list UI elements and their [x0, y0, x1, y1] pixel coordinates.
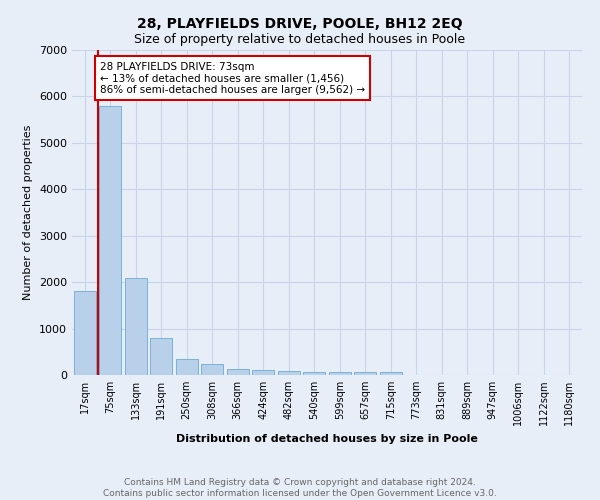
Bar [202, 364, 223, 375]
Bar [355, 372, 376, 375]
Bar [125, 278, 146, 375]
Bar [278, 372, 299, 375]
Bar [100, 106, 121, 375]
Bar [74, 292, 95, 375]
Text: Contains HM Land Registry data © Crown copyright and database right 2024.
Contai: Contains HM Land Registry data © Crown c… [103, 478, 497, 498]
Bar [253, 370, 274, 375]
Bar [151, 338, 172, 375]
Bar [176, 359, 197, 375]
Text: Size of property relative to detached houses in Poole: Size of property relative to detached ho… [134, 32, 466, 46]
Bar [329, 372, 350, 375]
Text: 28 PLAYFIELDS DRIVE: 73sqm
← 13% of detached houses are smaller (1,456)
86% of s: 28 PLAYFIELDS DRIVE: 73sqm ← 13% of deta… [100, 62, 365, 95]
X-axis label: Distribution of detached houses by size in Poole: Distribution of detached houses by size … [176, 434, 478, 444]
Bar [227, 369, 248, 375]
Text: 28, PLAYFIELDS DRIVE, POOLE, BH12 2EQ: 28, PLAYFIELDS DRIVE, POOLE, BH12 2EQ [137, 18, 463, 32]
Y-axis label: Number of detached properties: Number of detached properties [23, 125, 34, 300]
Bar [380, 372, 401, 375]
Bar [304, 372, 325, 375]
